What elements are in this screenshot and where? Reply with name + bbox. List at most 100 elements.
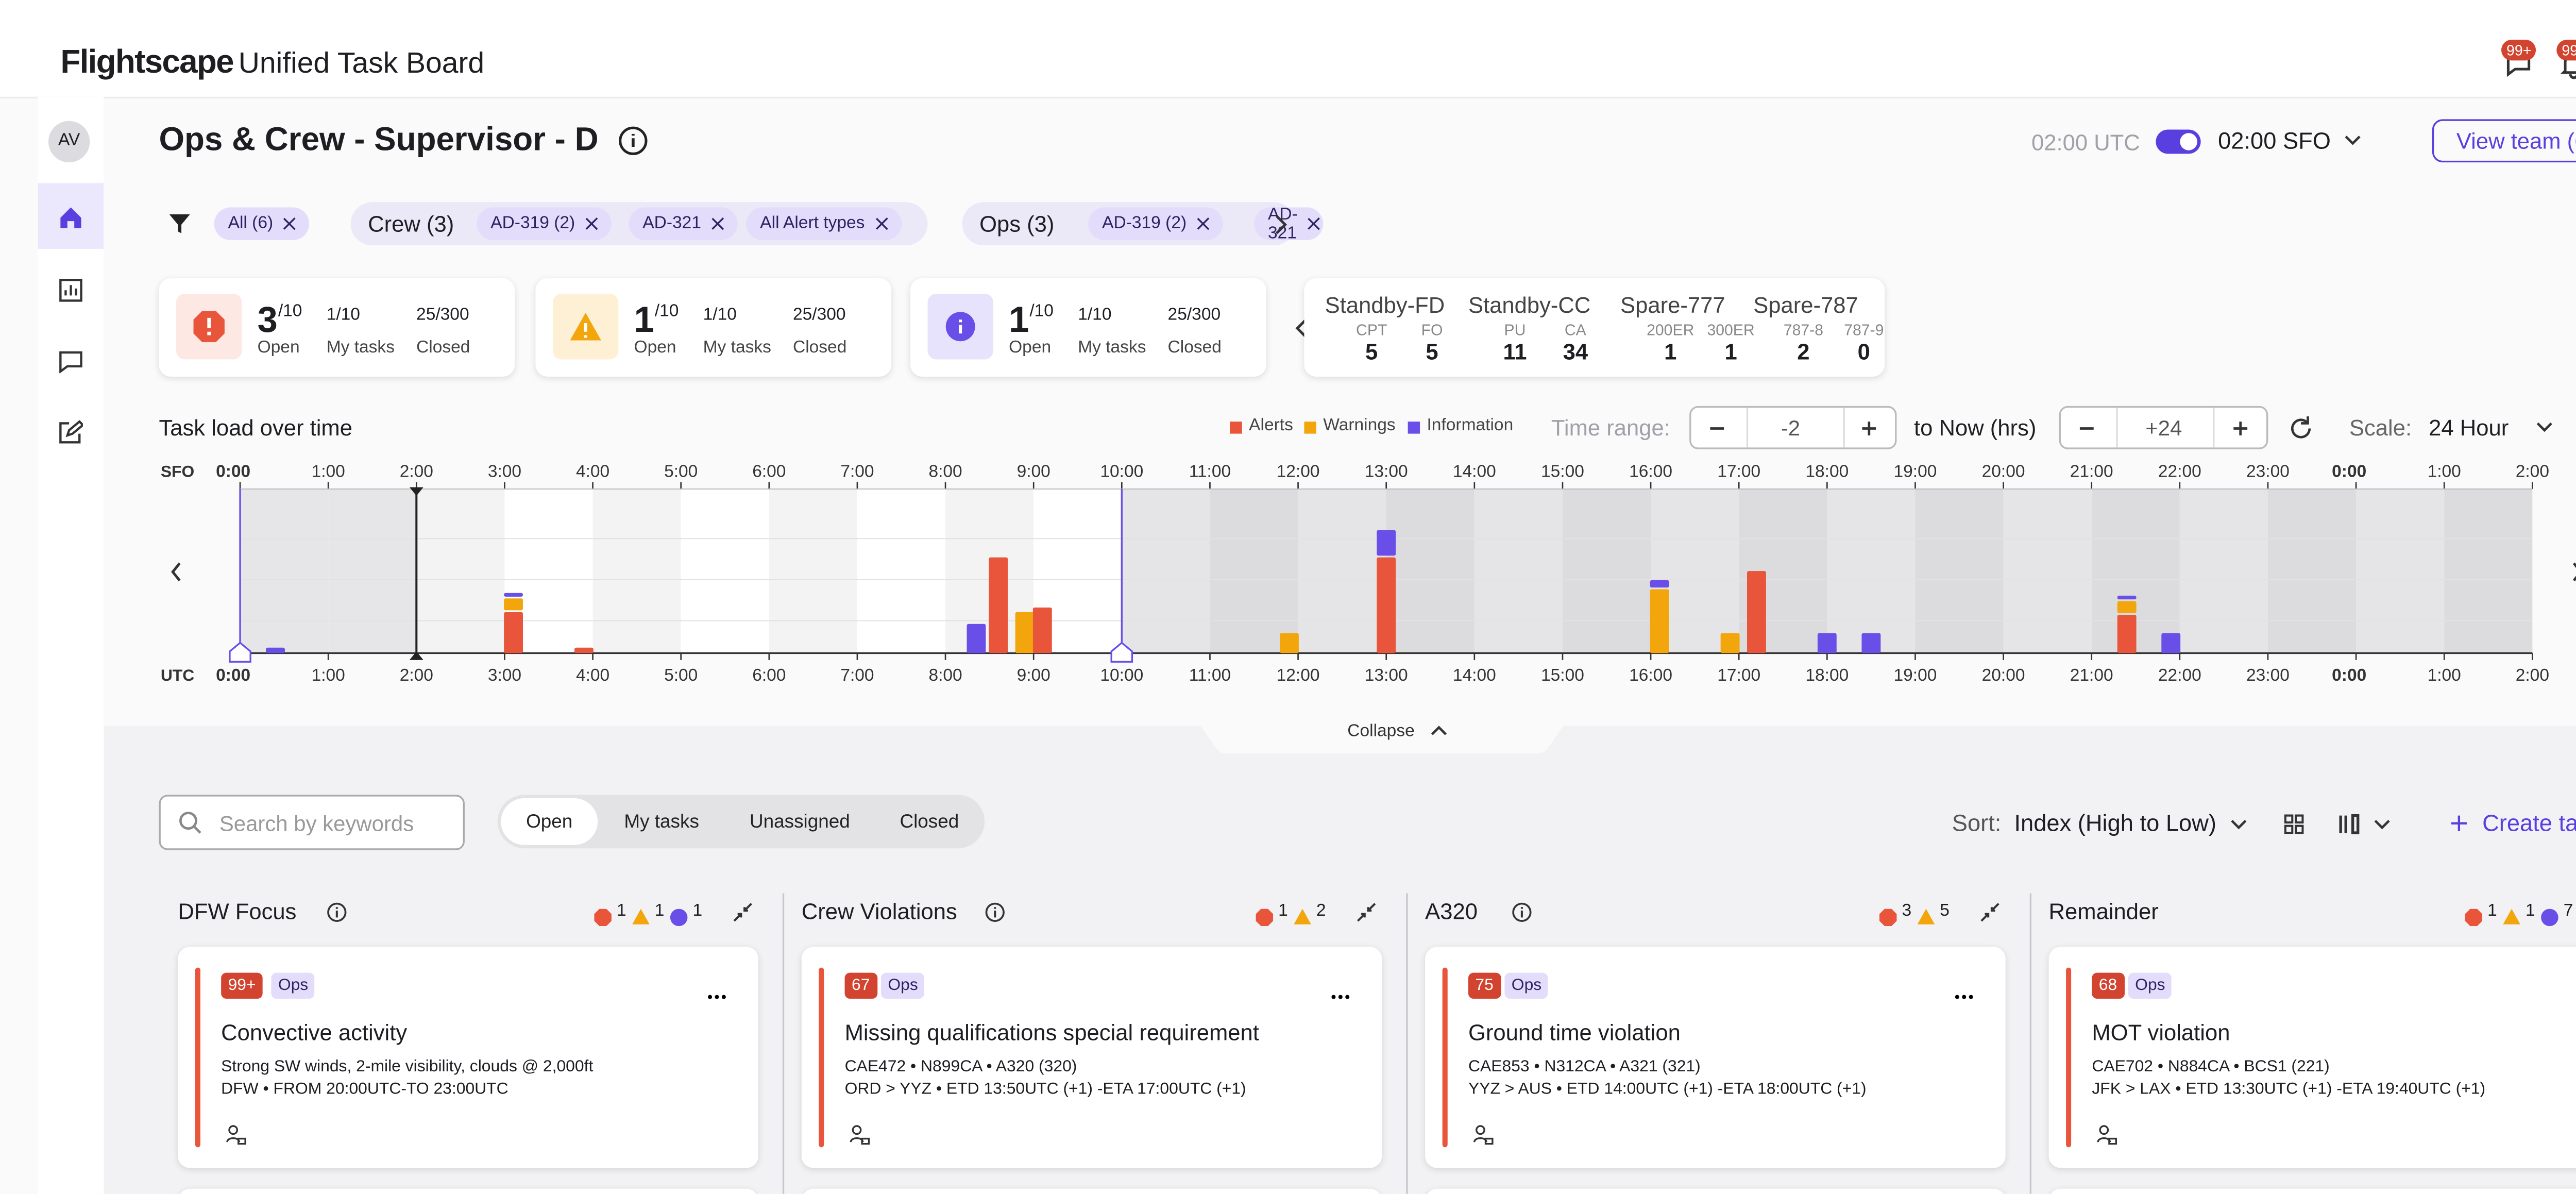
local-time[interactable]: 02:00 SFO xyxy=(2218,128,2331,154)
search-placeholder: Search by keywords xyxy=(219,812,414,836)
task-card[interactable]: 68 Ops MOT violation CAE702 • N884CA • BCS1… xyxy=(2048,947,2576,1168)
tab[interactable]: Open xyxy=(526,812,573,833)
more-menu[interactable] xyxy=(1954,978,1974,1009)
bar-segment xyxy=(504,593,523,597)
x-tick-label: 8:00 xyxy=(928,666,962,685)
create-task[interactable]: Create task xyxy=(2482,810,2576,836)
column-info[interactable] xyxy=(1512,900,1532,931)
filter-chip[interactable]: All (6) xyxy=(214,207,310,241)
assign-icon[interactable] xyxy=(850,1123,871,1154)
standby-item-label: 200ER xyxy=(1647,321,1694,339)
tab[interactable]: Unassigned xyxy=(750,812,850,833)
remove-icon[interactable] xyxy=(1308,217,1310,229)
more-menu[interactable] xyxy=(1330,978,1351,1009)
legend-swatch xyxy=(1408,422,1420,434)
time-toggle[interactable] xyxy=(2156,129,2201,154)
home-icon[interactable] xyxy=(59,206,83,230)
collapse-column[interactable] xyxy=(1356,900,1377,931)
view-team-button[interactable]: View team (6) xyxy=(2432,119,2576,163)
grid-view-icon[interactable] xyxy=(2284,814,2304,834)
standby-scroll-left[interactable] xyxy=(1294,316,1311,347)
index-badge: 68 xyxy=(2092,972,2124,999)
filter-chip[interactable]: AD-321 xyxy=(629,207,738,241)
open-label: Open xyxy=(1009,339,1052,358)
standby-name: Standby-FD xyxy=(1325,292,1445,318)
collapse-tab[interactable] xyxy=(1192,713,1572,755)
count-value: 1 xyxy=(692,902,703,921)
tab[interactable]: My tasks xyxy=(624,812,699,833)
x-tick-label: 20:00 xyxy=(1982,666,2025,685)
filter-chip[interactable]: All Alert types xyxy=(746,207,901,241)
chart-icon[interactable] xyxy=(59,278,83,302)
edit-icon[interactable] xyxy=(59,420,83,444)
assign-icon[interactable] xyxy=(1473,1123,1494,1154)
standby-item-value: 5 xyxy=(1426,339,1438,365)
hour-band xyxy=(1915,489,2004,653)
x-tick-label: 17:00 xyxy=(1717,462,1760,481)
collapse-label[interactable]: Collapse xyxy=(1347,722,1415,742)
hour-band xyxy=(2003,489,2092,653)
card-line: ORD > YYZ • ETD 13:50UTC (+1) -ETA 17:00… xyxy=(844,1080,1246,1099)
remove-icon[interactable] xyxy=(585,217,597,229)
filter-chip[interactable]: AD-319 (2) xyxy=(1088,207,1223,241)
scroll-right[interactable] xyxy=(1272,212,1289,234)
standby-item-value: 11 xyxy=(1503,339,1527,365)
card-title: Ground time violation xyxy=(1468,1019,1681,1046)
filter-chip[interactable]: AD-319 (2) xyxy=(477,207,612,241)
x-tick-label: 7:00 xyxy=(840,462,874,481)
more-menu[interactable] xyxy=(706,978,727,1009)
column-info[interactable] xyxy=(327,900,347,931)
x-tick-label: 5:00 xyxy=(664,666,698,685)
chat-icon[interactable] xyxy=(59,349,83,374)
remove-icon[interactable] xyxy=(875,217,887,229)
task-card[interactable]: 75 Ops Ground time violation CAE853 • N312C… xyxy=(1425,947,2006,1168)
chart-scroll[interactable] xyxy=(2572,562,2576,582)
filter-chip[interactable]: AD-321 xyxy=(1254,207,1324,241)
tag-chip: Ops xyxy=(271,972,315,999)
chevron[interactable] xyxy=(2230,817,2248,831)
bar-segment xyxy=(504,612,523,653)
chevron[interactable] xyxy=(2374,817,2391,831)
remove-icon[interactable] xyxy=(711,217,723,229)
x-tick-label: 7:00 xyxy=(840,666,874,685)
alerts-badge: 99+ xyxy=(2556,40,2576,61)
tab[interactable]: Closed xyxy=(900,812,959,833)
column-divider xyxy=(1406,893,1408,1194)
assign-icon[interactable] xyxy=(2097,1123,2117,1154)
severity-bar xyxy=(1442,967,1448,1148)
chip-label: AD-321 xyxy=(642,214,701,233)
chevron[interactable] xyxy=(2344,133,2362,147)
column-view-icon[interactable] xyxy=(2339,814,2360,834)
search-box[interactable]: Search by keywords xyxy=(159,795,465,850)
closed-label: Closed xyxy=(1167,339,1222,358)
chevron[interactable] xyxy=(2536,420,2553,434)
chevron-up[interactable] xyxy=(1430,724,1448,738)
column-info[interactable] xyxy=(985,900,1005,931)
refresh-icon[interactable] xyxy=(2289,415,2313,439)
range-from: -2 xyxy=(1781,416,1801,441)
info-icon[interactable] xyxy=(618,126,648,156)
chart-scroll[interactable] xyxy=(171,562,181,582)
collapse-column[interactable] xyxy=(733,900,753,931)
x-tick-label: 5:00 xyxy=(664,462,698,481)
card-line: JFK > LAX • ETD 13:30UTC (+1) -ETA 19:40… xyxy=(2092,1080,2486,1099)
summary-card: 1/10 Open 1/10 My tasks 25/300 Closed xyxy=(535,278,892,377)
range-to-stepper[interactable]: +24 xyxy=(2059,406,2268,449)
remove-icon[interactable] xyxy=(283,217,295,229)
count-value: 3 xyxy=(1902,902,1912,921)
task-card[interactable]: 99+ Ops Convective activity Strong SW winds… xyxy=(178,947,758,1168)
task-card[interactable]: 67 Ops Missing qualifications special requ… xyxy=(801,947,1382,1168)
x-tick-label: 11:00 xyxy=(1189,666,1231,685)
assign-icon[interactable] xyxy=(226,1123,247,1154)
scale[interactable]: 24 Hour xyxy=(2429,414,2509,441)
collapse-column[interactable] xyxy=(1979,900,2000,931)
range-from-stepper[interactable]: -2 xyxy=(1689,406,1897,449)
count-icon xyxy=(670,904,688,935)
remove-icon[interactable] xyxy=(1197,217,1209,229)
plus-icon[interactable] xyxy=(2449,814,2468,833)
sort-value[interactable]: Index (High to Low) xyxy=(2014,810,2216,836)
range-handle xyxy=(229,642,251,663)
sidebar-avatar[interactable]: AV xyxy=(48,121,90,163)
legend-swatch xyxy=(1230,422,1242,434)
filter-icon[interactable] xyxy=(169,214,190,233)
